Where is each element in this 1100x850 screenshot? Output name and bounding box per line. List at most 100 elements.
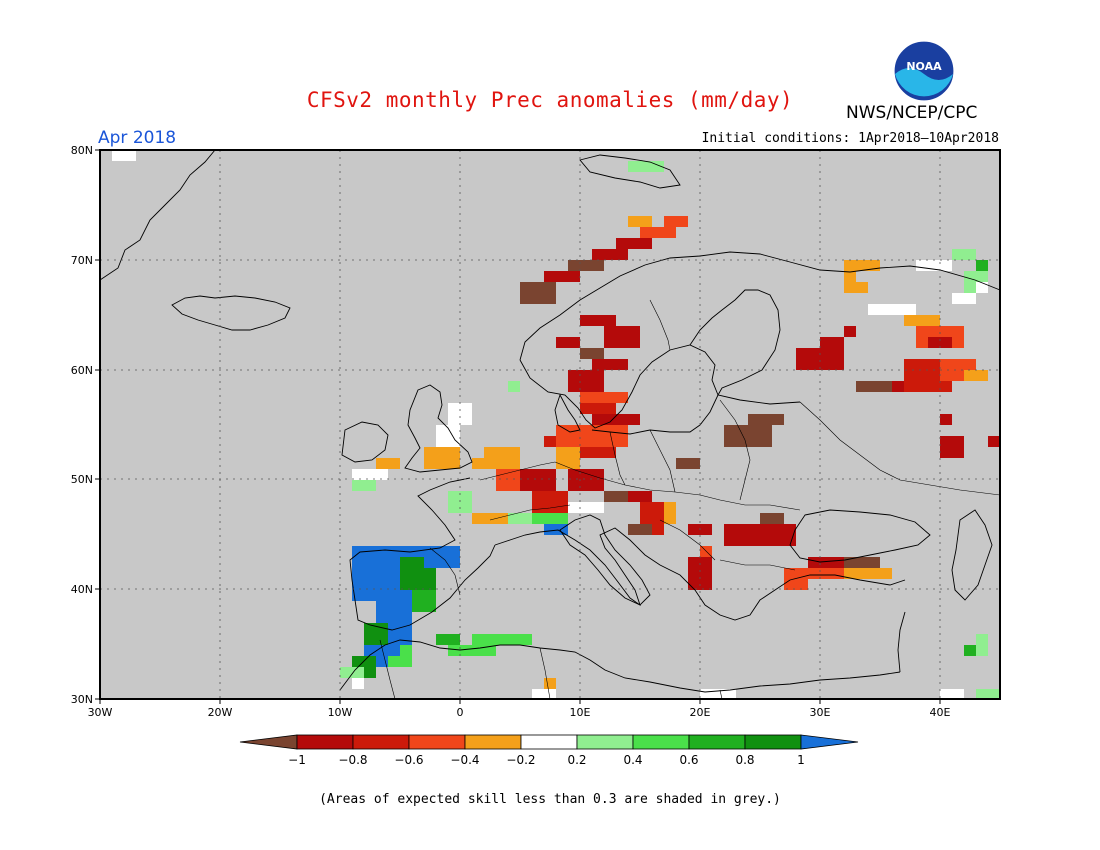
anomaly-cell (808, 557, 856, 568)
anomaly-cell (472, 634, 532, 645)
anomaly-cell (388, 656, 412, 667)
anomaly-cell (904, 315, 940, 326)
scandinavia-coast (519, 251, 1001, 361)
lon-label-30w: 30W (88, 706, 113, 719)
anomaly-cell (352, 480, 376, 491)
anomaly-cell (580, 403, 616, 414)
colorbar: −1 −0.8 −0.6 −0.4 −0.2 0.2 0.4 0.6 0.8 1 (239, 734, 859, 767)
lat-label-50n: 50N (71, 473, 93, 486)
agency-label: NWS/NCEP/CPC (846, 103, 978, 123)
colorbar-label-3: −0.6 (394, 753, 423, 767)
lat-label-60n: 60N (71, 364, 93, 377)
colorbar-label-2: −0.8 (338, 753, 367, 767)
anomaly-cell (568, 502, 604, 513)
anomaly-cell (496, 469, 520, 491)
colorbar-label-9: 0.8 (735, 753, 754, 767)
anomaly-cell (964, 370, 988, 381)
north-africa-coast (339, 639, 901, 693)
anomaly-cell (484, 447, 520, 469)
colorbar-cell-2 (352, 734, 410, 750)
anomaly-cell (580, 348, 604, 359)
anomaly-cell (724, 425, 772, 447)
anomaly-cell (436, 634, 460, 645)
anomaly-cell (928, 337, 952, 348)
anomaly-cell (856, 381, 892, 392)
anomaly-cell (352, 678, 364, 689)
map-frame (99, 149, 1001, 700)
anomaly-cell (400, 645, 412, 656)
anomaly-cell (508, 381, 520, 392)
anomaly-cell (784, 579, 808, 590)
anomaly-cell (628, 216, 652, 227)
anomaly-cell (592, 414, 640, 425)
anomaly-cell (628, 524, 652, 535)
anomaly-cell (472, 513, 508, 524)
anomaly-cell (616, 238, 652, 249)
anomaly-cell (664, 502, 676, 524)
anomaly-cell (592, 359, 628, 370)
anomaly-cell (940, 436, 964, 458)
colorbar-cell-8 (688, 734, 746, 750)
anomaly-cell (520, 282, 556, 304)
anomaly-cell (844, 271, 856, 293)
anomaly-cell (568, 469, 604, 491)
chart-title: CFSv2 monthly Prec anomalies (mm/day) (306, 88, 794, 112)
anomaly-cell (844, 557, 880, 568)
gridlines (100, 150, 1000, 699)
anomaly-cell (412, 590, 436, 612)
lon-label-40e: 40E (930, 706, 951, 719)
colorbar-label-1: −1 (288, 753, 306, 767)
anomaly-cell (568, 260, 604, 271)
anomaly-cell (952, 249, 976, 260)
anomaly-cell (556, 337, 580, 348)
anomaly-cell (508, 513, 532, 524)
anomaly-cell (556, 447, 580, 469)
lon-label-20w: 20W (208, 706, 233, 719)
anomaly-cell (532, 513, 568, 524)
anomaly-cell (844, 326, 856, 337)
anomaly-cell (388, 623, 412, 645)
anomaly-cell (700, 546, 712, 557)
greenland-coast (99, 149, 216, 281)
colorbar-cell-4 (464, 734, 522, 750)
anomaly-cell (580, 392, 604, 403)
anomaly-cell (364, 623, 388, 645)
anomaly-cell (724, 524, 796, 546)
lon-label-0: 0 (457, 706, 464, 719)
colorbar-cell-3 (408, 734, 466, 750)
anomaly-cell (556, 425, 628, 447)
lat-label-80n: 80N (71, 144, 93, 157)
svalbard-coast (579, 154, 681, 189)
country-borders (379, 299, 1001, 700)
colorbar-cell-9 (744, 734, 802, 750)
anomaly-cell (532, 689, 556, 700)
colorbar-cell-1 (296, 734, 354, 750)
initial-conditions: Initial conditions: 1Apr2018–10Apr2018 (701, 131, 999, 146)
anomaly-cell (604, 491, 640, 502)
lon-label-20e: 20E (690, 706, 711, 719)
colorbar-label-10: 1 (797, 753, 805, 767)
anomaly-cell (424, 546, 460, 568)
forecast-month: Apr 2018 (98, 128, 177, 148)
colorbar-label-4: −0.4 (450, 753, 479, 767)
lat-label-70n: 70N (71, 254, 93, 267)
coastlines (99, 149, 1001, 693)
anomaly-cell (376, 590, 412, 623)
skill-footnote: (Areas of expected skill less than 0.3 a… (319, 792, 781, 807)
anomaly-cell (448, 645, 496, 656)
anomaly-cell (976, 634, 988, 656)
anomaly-cell (592, 249, 628, 260)
anomaly-cell (568, 370, 604, 392)
tick-marks (95, 149, 941, 704)
anomaly-cell (520, 469, 556, 491)
anomaly-cell (976, 282, 988, 293)
anomaly-cell (976, 260, 988, 271)
ireland-coast (341, 421, 389, 463)
lat-label-30n: 30N (71, 693, 93, 706)
anomaly-cell (580, 315, 616, 326)
colorbar-cell-7 (632, 734, 690, 750)
anomaly-cell (820, 337, 844, 348)
anomaly-cell (844, 568, 892, 579)
sweden-coast (519, 344, 719, 429)
black-sea-coast (789, 509, 931, 563)
